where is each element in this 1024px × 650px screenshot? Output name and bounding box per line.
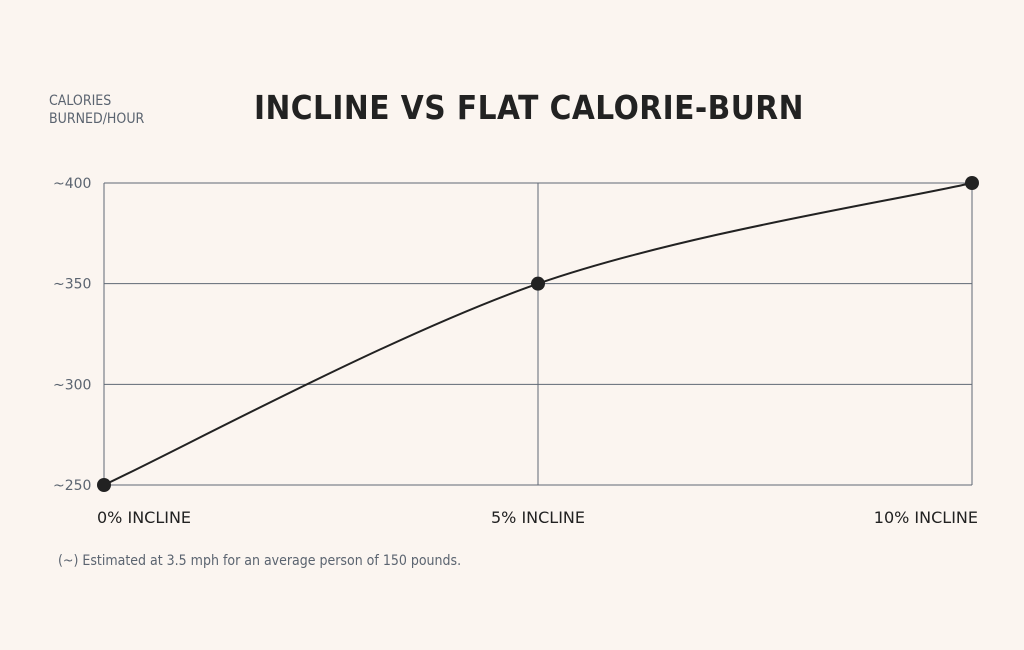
- y-tick-label: ~350: [53, 277, 91, 293]
- y-tick-label: ~300: [53, 377, 91, 393]
- y-tick-label: ~400: [53, 176, 91, 192]
- data-point: [965, 176, 979, 190]
- data-point: [97, 478, 111, 492]
- y-axis-label-line: BURNED/HOUR: [49, 111, 145, 127]
- chart-title: INCLINE VS FLAT CALORIE-BURN: [254, 88, 804, 127]
- x-tick-label: 5% INCLINE: [491, 508, 585, 527]
- y-axis-label-line: CALORIES: [49, 93, 112, 109]
- x-tick-label: 10% INCLINE: [874, 508, 978, 527]
- footnote: (~) Estimated at 3.5 mph for an average …: [58, 553, 462, 569]
- y-tick-label: ~250: [53, 478, 91, 494]
- y-axis-label: CALORIES BURNED/HOUR: [49, 92, 189, 128]
- x-tick-label: 0% INCLINE: [97, 508, 191, 527]
- data-point: [531, 276, 545, 291]
